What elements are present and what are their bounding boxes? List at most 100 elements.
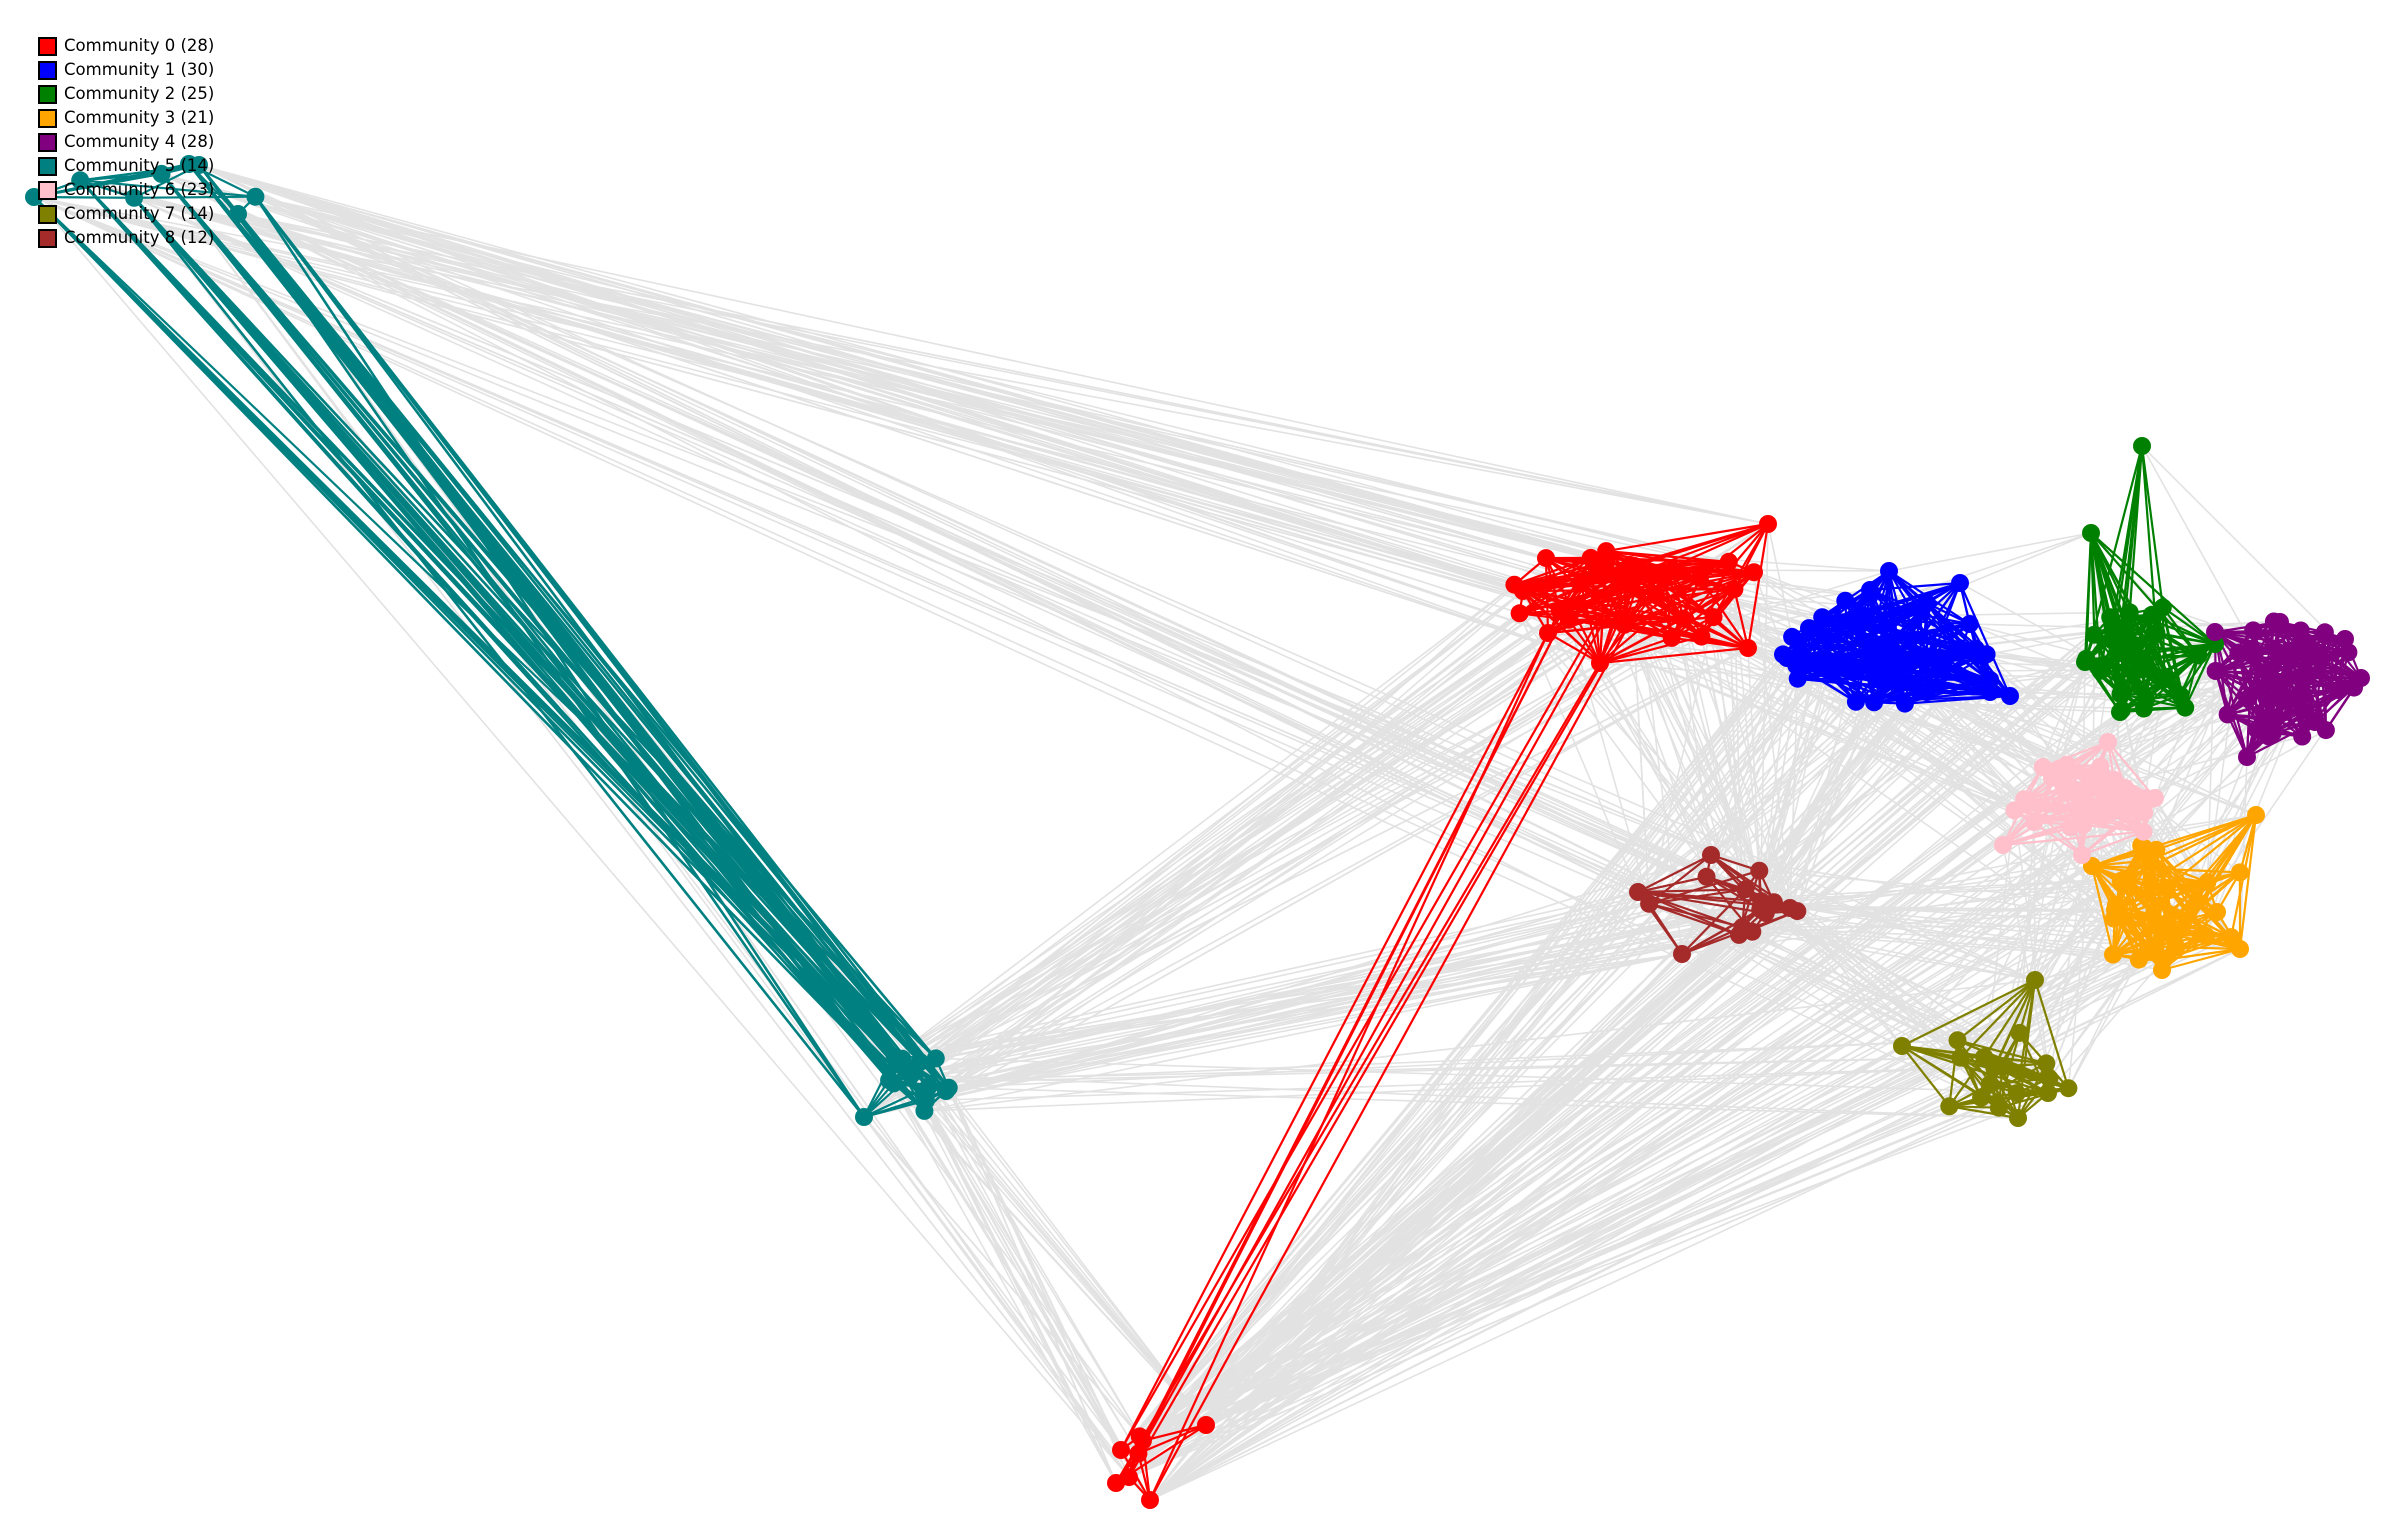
node-community-8 bbox=[1730, 925, 1748, 944]
inter-edge bbox=[1623, 624, 1775, 903]
intra-edge bbox=[2033, 979, 2070, 1089]
node-community-0 bbox=[1591, 654, 1609, 672]
inter-edge bbox=[1120, 616, 2111, 1451]
intra-edge bbox=[2107, 741, 2156, 799]
inter-edge bbox=[188, 163, 1549, 634]
node-community-0 bbox=[1539, 624, 1557, 642]
inter-edge bbox=[1115, 1045, 1903, 1484]
node-community-3 bbox=[2141, 940, 2160, 959]
node-community-2 bbox=[2116, 620, 2135, 639]
intra-edge bbox=[1956, 979, 2036, 1042]
inter-edge bbox=[1888, 532, 2092, 572]
node-community-4 bbox=[2242, 645, 2261, 664]
intra-edge bbox=[2215, 669, 2304, 696]
inter-edge bbox=[161, 173, 1601, 664]
node-community-6 bbox=[2015, 790, 2034, 809]
inter-edge bbox=[1205, 900, 1762, 1426]
node-community-4 bbox=[2271, 613, 2289, 631]
node-community-7 bbox=[2039, 1084, 2057, 1102]
node-community-0 bbox=[1581, 548, 1600, 567]
inter-edge bbox=[896, 903, 1650, 1065]
inter-edge bbox=[935, 900, 1762, 1060]
node-community-6 bbox=[2134, 822, 2153, 841]
node-community-1 bbox=[1981, 670, 2000, 689]
node-community-6 bbox=[2116, 779, 2135, 797]
inter-edge bbox=[33, 196, 1130, 1478]
intra-edge bbox=[1120, 632, 1549, 1451]
node-community-0 bbox=[1587, 563, 1606, 582]
inter-edge bbox=[1759, 523, 1769, 910]
intra-edge bbox=[2160, 871, 2241, 927]
inter-edge bbox=[1205, 926, 1743, 1426]
node-community-4 bbox=[2270, 645, 2289, 664]
node-community-0 bbox=[1725, 580, 1744, 599]
intra-edge bbox=[2162, 606, 2216, 645]
inter-edge bbox=[1205, 1039, 1958, 1426]
node-community-2 bbox=[2142, 605, 2161, 624]
node-community-6 bbox=[2099, 733, 2117, 751]
intra-edge bbox=[254, 195, 904, 1060]
inter-edge bbox=[1205, 616, 1823, 1426]
intra-edge bbox=[1795, 664, 1857, 703]
intra-edge bbox=[1599, 635, 1702, 665]
inter-edge bbox=[133, 197, 1753, 933]
node-community-1 bbox=[1822, 662, 1841, 681]
node-community-7 bbox=[1893, 1037, 1911, 1055]
node-community-2 bbox=[2104, 632, 2123, 651]
node-community-7 bbox=[2026, 971, 2044, 989]
legend-label: Community 1 (30) bbox=[64, 60, 215, 79]
node-community-3 bbox=[2104, 909, 2123, 928]
node-community-0 bbox=[1662, 628, 1681, 647]
node-community-0 bbox=[1616, 570, 1635, 589]
node-community-8 bbox=[1673, 945, 1691, 963]
node-community-5 bbox=[915, 1101, 934, 1120]
inter-edge bbox=[1115, 1056, 1961, 1484]
node-community-4 bbox=[2206, 623, 2224, 641]
node-community-1 bbox=[1934, 656, 1953, 675]
inter-edge bbox=[902, 907, 1791, 1060]
inter-edge bbox=[33, 196, 1769, 525]
inter-edge bbox=[1149, 668, 2144, 1501]
node-community-7 bbox=[1972, 1088, 1991, 1107]
intra-edge bbox=[1637, 854, 1712, 893]
intra-edge bbox=[2161, 947, 2241, 972]
inter-edge bbox=[925, 588, 1735, 1102]
intra-edge bbox=[80, 163, 200, 182]
inter-edge bbox=[1205, 931, 1753, 1426]
node-community-1 bbox=[1861, 581, 1879, 599]
node-community-4 bbox=[2293, 727, 2312, 746]
node-community-3 bbox=[2134, 838, 2153, 857]
intra-edge bbox=[79, 179, 926, 1112]
inter-edge bbox=[910, 1074, 1122, 1451]
intra-edge bbox=[1559, 578, 1627, 612]
node-community-6 bbox=[2057, 755, 2076, 774]
node-community-3 bbox=[2230, 863, 2249, 882]
inter-edge bbox=[1120, 766, 2044, 1451]
intra-edge bbox=[1958, 582, 2012, 697]
node-community-6 bbox=[2056, 781, 2075, 800]
node-community-7 bbox=[1940, 1097, 1959, 1116]
inter-edge bbox=[1559, 610, 1712, 856]
intra-edge bbox=[2238, 814, 2258, 950]
node-community-0 bbox=[1133, 1431, 1152, 1450]
intra-edge bbox=[2184, 643, 2216, 709]
node-community-1 bbox=[1839, 654, 1858, 673]
node-community-3 bbox=[2198, 873, 2217, 892]
intra-edge bbox=[1641, 522, 1769, 573]
inter-edge bbox=[1149, 878, 2126, 1501]
inter-edge bbox=[925, 854, 1712, 1102]
intra-edge bbox=[160, 173, 891, 1082]
node-community-2 bbox=[2137, 690, 2155, 709]
intra-edge bbox=[2065, 789, 2145, 814]
node-community-6 bbox=[2068, 798, 2087, 817]
inter-edge bbox=[893, 590, 1524, 1085]
intra-edge bbox=[2090, 532, 2200, 657]
inter-edge bbox=[924, 1066, 1995, 1112]
node-community-7 bbox=[1989, 1098, 2008, 1117]
legend-swatch bbox=[38, 84, 57, 104]
intra-edge bbox=[2161, 606, 2200, 657]
node-community-4 bbox=[2315, 623, 2334, 642]
legend-item-community-2: Community 2 (25) bbox=[38, 82, 214, 106]
